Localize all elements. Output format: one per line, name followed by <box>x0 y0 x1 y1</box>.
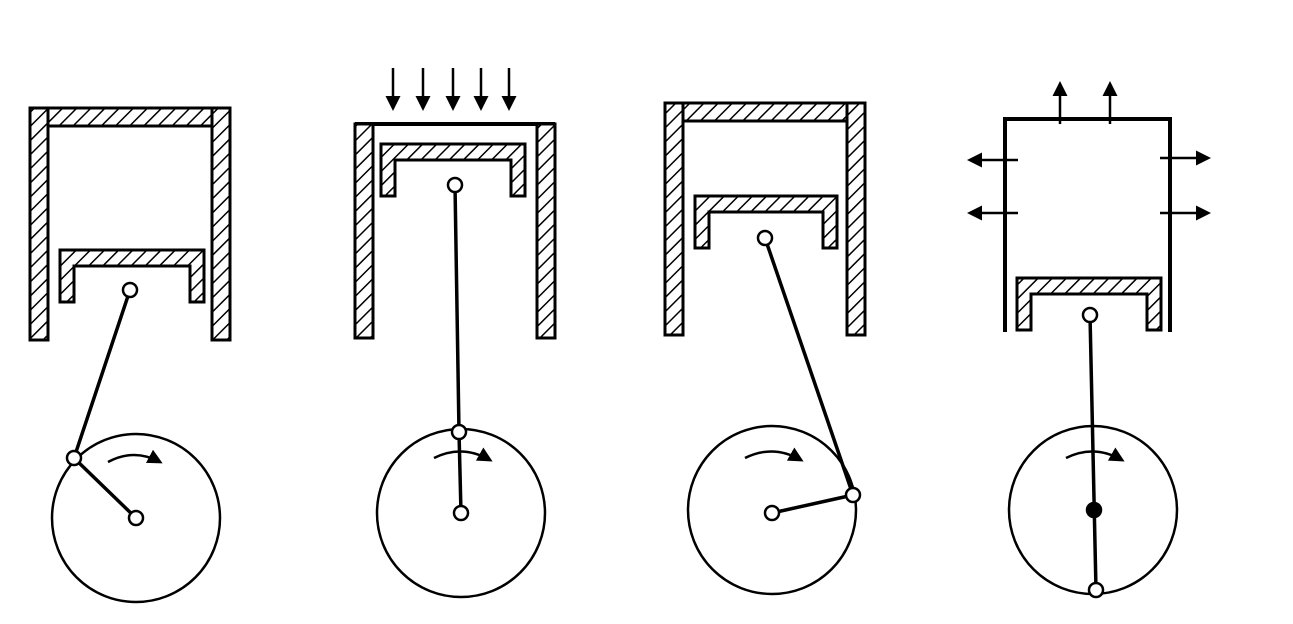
cylinder-1 <box>28 106 232 342</box>
stage-4 <box>967 81 1211 599</box>
pressure-arrows-down <box>385 68 517 111</box>
crank-center-4 <box>1085 501 1103 519</box>
crank-pin-4 <box>1087 581 1105 599</box>
rotation-arrow-1 <box>107 449 163 464</box>
crank-pin-3 <box>844 486 862 504</box>
rotation-arrow-3 <box>744 447 804 462</box>
cylinder-4 <box>1003 117 1172 332</box>
crank-center-2 <box>452 504 470 522</box>
piston-pin-4 <box>1081 306 1099 324</box>
crank-pin-1 <box>65 449 83 467</box>
crank-pin-2 <box>450 423 468 441</box>
crank-arm-3 <box>771 493 854 515</box>
piston-pin-1 <box>121 281 139 299</box>
piston-pin-2 <box>446 176 464 194</box>
connecting-rod-1 <box>72 289 132 459</box>
crank-arm-1 <box>72 456 138 520</box>
piston-4 <box>1015 276 1163 332</box>
crank-wheel-3 <box>686 424 858 596</box>
cylinder-2 <box>353 122 557 340</box>
cylinder-3 <box>663 101 867 337</box>
crank-wheel-1 <box>50 432 222 604</box>
piston-pin-3 <box>756 229 774 247</box>
piston-2 <box>379 142 527 198</box>
crank-arm-2 <box>457 431 463 514</box>
stage-3 <box>663 101 867 596</box>
connecting-rod-2 <box>453 184 461 433</box>
rotation-arrow-4 <box>1065 447 1125 462</box>
rotation-arrow-2 <box>433 447 493 462</box>
connecting-rod-3 <box>763 237 855 496</box>
crank-center-3 <box>763 504 781 522</box>
piston-1 <box>58 248 206 304</box>
stage-1 <box>28 106 232 604</box>
crank-center-1 <box>127 509 145 527</box>
piston-3 <box>693 194 839 250</box>
stage-2 <box>353 68 557 599</box>
